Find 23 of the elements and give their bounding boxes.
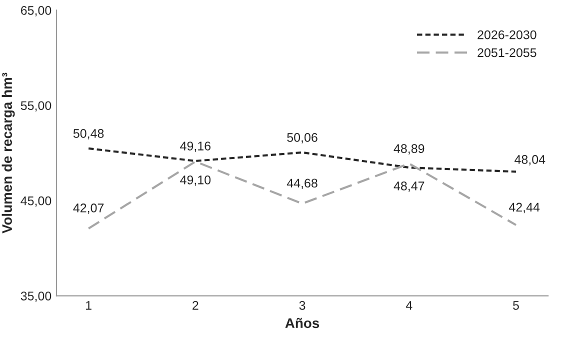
- data-label: 49,10: [180, 176, 211, 186]
- data-label: 49,16: [180, 142, 211, 152]
- data-label: 50,48: [73, 129, 104, 140]
- data-label: 48,89: [394, 144, 424, 155]
- data-label: 48,47: [394, 182, 424, 192]
- x-tick-label: 3: [299, 300, 306, 310]
- y-tick-label: 35,00: [20, 292, 52, 302]
- y-axis-title: Volumen de recarga hm³: [2, 72, 15, 234]
- legend-label: 2026-2030: [478, 30, 536, 40]
- x-tick-label: 5: [513, 301, 519, 310]
- y-tick-label: 55,00: [20, 101, 52, 112]
- data-label: 48,04: [514, 155, 546, 166]
- data-label: 42,07: [73, 204, 104, 214]
- x-axis-title: Años: [285, 318, 320, 328]
- legend-label: 2051-2055: [478, 48, 536, 58]
- x-tick-label: 4: [406, 301, 412, 310]
- data-label: 50,06: [287, 133, 318, 144]
- y-tick-label: 65,00: [20, 6, 52, 16]
- data-label: 42,44: [508, 202, 540, 214]
- x-tick-label: 2: [192, 300, 198, 310]
- x-tick-label: 1: [86, 301, 92, 310]
- data-label: 44,68: [286, 178, 318, 190]
- y-tick-label: 45,00: [20, 196, 52, 207]
